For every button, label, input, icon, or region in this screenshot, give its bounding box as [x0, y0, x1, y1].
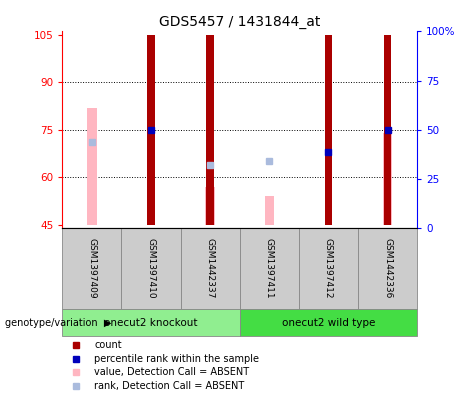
Text: GSM1397412: GSM1397412: [324, 238, 333, 298]
Bar: [206, 187, 215, 225]
Text: GSM1397410: GSM1397410: [147, 238, 155, 299]
Text: count: count: [94, 340, 122, 350]
Bar: [265, 196, 274, 225]
Bar: [325, 35, 332, 225]
Text: GSM1397409: GSM1397409: [87, 238, 96, 299]
Title: GDS5457 / 1431844_at: GDS5457 / 1431844_at: [159, 15, 320, 29]
Bar: [62, 228, 121, 309]
Bar: [147, 35, 155, 225]
Bar: [240, 228, 299, 309]
Text: GSM1397411: GSM1397411: [265, 238, 274, 299]
Text: GSM1442336: GSM1442336: [383, 238, 392, 298]
Bar: [384, 35, 391, 225]
Bar: [181, 228, 240, 309]
Bar: [87, 108, 96, 225]
Bar: [206, 35, 214, 225]
Text: rank, Detection Call = ABSENT: rank, Detection Call = ABSENT: [94, 381, 244, 391]
Bar: [121, 228, 181, 309]
Bar: [383, 133, 392, 225]
Text: genotype/variation  ▶: genotype/variation ▶: [5, 318, 111, 328]
Text: percentile rank within the sample: percentile rank within the sample: [94, 354, 259, 364]
Text: onecut2 wild type: onecut2 wild type: [282, 318, 375, 328]
Text: onecut2 knockout: onecut2 knockout: [104, 318, 198, 328]
Text: GSM1442337: GSM1442337: [206, 238, 215, 298]
Bar: [358, 228, 417, 309]
Bar: [299, 228, 358, 309]
Bar: [62, 309, 240, 336]
Text: value, Detection Call = ABSENT: value, Detection Call = ABSENT: [94, 367, 249, 377]
Bar: [240, 309, 417, 336]
